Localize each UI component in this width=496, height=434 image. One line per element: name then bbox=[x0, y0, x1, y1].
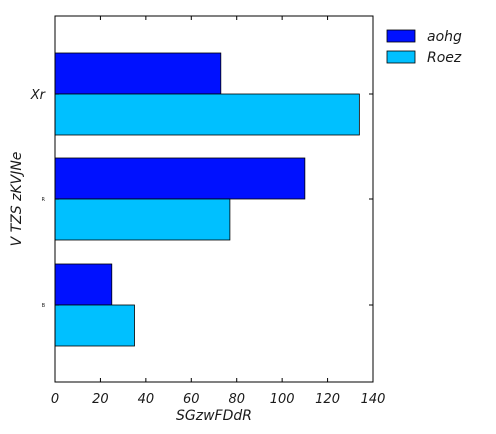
x-tick-label-120: 120 bbox=[315, 392, 340, 407]
bar-roez-xr bbox=[54, 93, 360, 136]
bar-roez-b bbox=[54, 304, 135, 347]
legend-label-aohg: aohg bbox=[427, 29, 462, 45]
x-tick-label-140: 140 bbox=[361, 392, 386, 407]
x-tick-label-20: 20 bbox=[92, 392, 109, 407]
legend-swatch-roez bbox=[386, 50, 416, 64]
y-axis-label: V TZS zKVJNe bbox=[9, 152, 25, 247]
x-tick-label-60: 60 bbox=[183, 392, 200, 407]
x-tick-label-80: 80 bbox=[228, 392, 245, 407]
bar-roez-r bbox=[54, 198, 231, 241]
legend-swatch-aohg bbox=[386, 29, 416, 43]
y-tick-label-b: B bbox=[42, 303, 46, 309]
bar-aohg-xr bbox=[54, 52, 222, 95]
bars-group bbox=[54, 52, 360, 347]
bar-aohg-b bbox=[54, 263, 113, 306]
legend: aohg Roez bbox=[386, 29, 462, 66]
bar-aohg-r bbox=[54, 157, 306, 200]
x-tick-label-40: 40 bbox=[138, 392, 155, 407]
x-tick-label-100: 100 bbox=[270, 392, 295, 407]
y-tick-label-xr: Xr bbox=[30, 88, 47, 103]
y-tick-label-r: R bbox=[42, 197, 46, 203]
legend-label-roez: Roez bbox=[427, 50, 462, 66]
tick-labels-group: 0 20 40 60 80 100 120 140 Xr R B bbox=[30, 88, 386, 407]
x-axis-label: SGzwFDdR bbox=[176, 408, 252, 424]
ticks-group bbox=[54, 16, 374, 382]
x-tick-label-0: 0 bbox=[51, 392, 59, 407]
